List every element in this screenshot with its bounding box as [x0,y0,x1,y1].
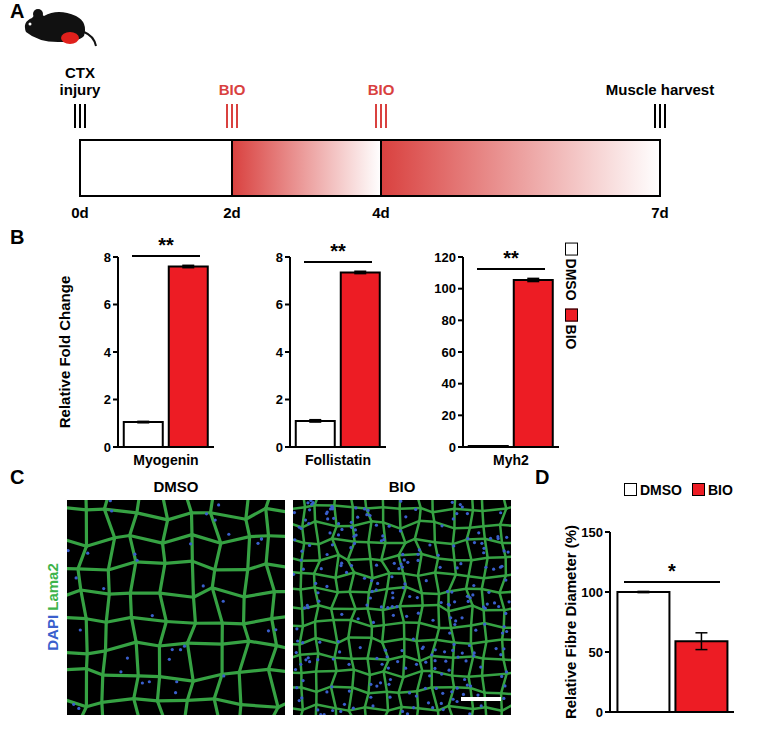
svg-text:8: 8 [276,250,283,265]
svg-text:100: 100 [581,585,603,600]
html-text:BIO: BIO [388,478,416,495]
svg-text:8: 8 [104,250,111,265]
html-text:DMSO: DMSO [153,478,199,495]
svg-text:100: 100 [434,281,456,296]
svg-text:0: 0 [276,440,283,455]
svg-text:2: 2 [104,392,111,407]
html-text:DAPI: DAPI [43,614,61,651]
svg-text:60: 60 [442,345,456,360]
html-text:BIO: BIO [218,81,246,98]
svg-text:40: 40 [442,376,456,391]
svg-text:150: 150 [581,525,603,540]
svg-text:0: 0 [596,705,603,720]
html-text:A: A [10,0,25,22]
svg-text:120: 120 [434,250,456,265]
svg-text:Myogenin: Myogenin [133,452,198,468]
html-text:CTX injury: CTX injury [59,64,101,98]
html-text:D: D [535,466,550,488]
svg-text:4: 4 [104,345,112,360]
html-text:BIO: BIO [708,482,733,498]
html-text:Relative Fibre Diameter (%): Relative Fibre Diameter (%) [561,524,579,720]
svg-text:20: 20 [442,408,456,423]
svg-text:6: 6 [104,297,111,312]
html-text:2d: 2d [223,204,241,221]
html-text:Lama2: Lama2 [43,563,61,611]
html-text:4d: 4d [372,204,390,221]
svg-text:0: 0 [449,440,456,455]
html-text:Relative Fold Change: Relative Fold Change [55,275,73,429]
html-text:0d: 0d [71,204,89,221]
html-text:Muscle harvest: Muscle harvest [605,81,715,98]
svg-text:4: 4 [276,345,284,360]
html-text:DMSO: DMSO [563,258,579,301]
svg-text:50: 50 [589,645,603,660]
html-text:7d: 7d [651,204,669,221]
html-text:DMSO: DMSO [640,482,682,498]
html-text:BIO: BIO [367,81,395,98]
svg-text:2: 2 [276,392,283,407]
svg-text:80: 80 [442,313,456,328]
svg-text:Follistatin: Follistatin [305,452,371,468]
html-text:BIO: BIO [563,324,579,350]
svg-text:6: 6 [276,297,283,312]
html-text:B: B [10,226,25,248]
svg-text:Myh2: Myh2 [493,452,529,468]
html-text:C: C [10,466,25,488]
svg-text:0: 0 [104,440,111,455]
